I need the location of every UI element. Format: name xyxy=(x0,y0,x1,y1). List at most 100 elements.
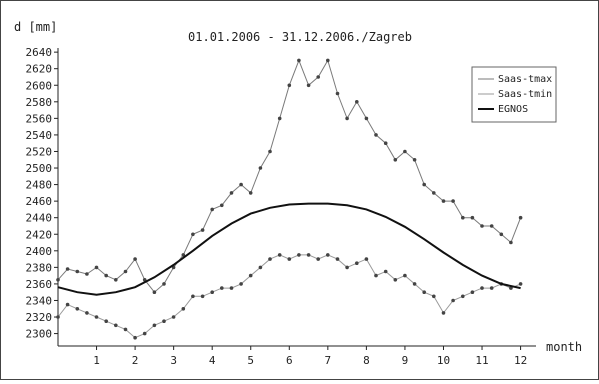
data-point-saas-tmax xyxy=(393,158,398,162)
data-point-saas-tmax xyxy=(335,91,340,96)
data-point-saas-tmin xyxy=(191,294,195,299)
x-tick-label: 11 xyxy=(475,354,488,367)
series-line-egnos xyxy=(57,202,521,296)
x-tick-label: 8 xyxy=(363,354,370,367)
data-point-saas-tmax xyxy=(191,232,195,237)
y-tick-label: 2420 xyxy=(26,228,53,241)
data-point-saas-tmin xyxy=(345,265,349,270)
y-axis-ticks: 2300 2320 2340 2360 2380 2400 2420 2440 2460 2480… xyxy=(26,46,58,341)
data-point-saas-tmax xyxy=(509,240,513,245)
x-tick-label: 5 xyxy=(247,354,254,367)
data-point-saas-tmax xyxy=(248,191,253,195)
data-point-saas-tmax xyxy=(422,182,427,187)
legend-label-egnos: EGNOS xyxy=(498,104,528,115)
data-point-saas-tmax xyxy=(403,149,407,154)
y-axis-label: d [mm] xyxy=(14,20,57,34)
series-layer xyxy=(56,58,523,340)
data-point-saas-tmax xyxy=(94,265,99,270)
chart-title: 01.01.2006 - 31.12.2006./Zagreb xyxy=(188,30,412,44)
data-point-saas-tmin xyxy=(239,282,243,286)
data-point-saas-tmin xyxy=(422,290,427,295)
data-point-saas-tmax xyxy=(104,273,108,278)
data-point-saas-tmax xyxy=(451,199,455,203)
y-tick-label: 2520 xyxy=(26,145,53,158)
data-point-saas-tmin xyxy=(489,286,494,290)
y-tick-label: 2580 xyxy=(26,96,53,109)
data-point-saas-tmin xyxy=(412,282,417,286)
data-point-saas-tmin xyxy=(258,265,263,270)
data-point-saas-tmin xyxy=(104,319,108,324)
x-tick-label: 12 xyxy=(514,354,527,367)
data-point-saas-tmin xyxy=(75,307,80,311)
y-tick-label: 2540 xyxy=(26,129,53,142)
data-point-saas-tmin xyxy=(316,257,321,261)
series-egnos xyxy=(57,202,521,296)
data-point-saas-tmax xyxy=(364,116,369,121)
data-point-saas-tmin xyxy=(451,298,455,303)
data-point-saas-tmin xyxy=(142,331,147,336)
data-point-saas-tmax xyxy=(65,267,70,271)
data-point-saas-tmin xyxy=(441,311,446,315)
y-tick-label: 2380 xyxy=(26,261,53,274)
data-point-saas-tmax xyxy=(268,149,272,154)
data-point-saas-tmax xyxy=(306,83,311,88)
data-point-saas-tmax xyxy=(489,224,494,228)
y-tick-label: 2300 xyxy=(26,328,53,341)
data-point-saas-tmin xyxy=(461,294,465,299)
data-point-saas-tmin xyxy=(393,278,398,282)
x-axis-ticks: 1 2 3 4 5 6 7 8 9 10 11 12 xyxy=(93,346,527,367)
x-tick-label: 2 xyxy=(132,354,139,367)
data-point-saas-tmax xyxy=(56,278,60,282)
data-point-saas-tmin xyxy=(335,257,340,261)
data-point-saas-tmax xyxy=(133,257,137,261)
data-point-saas-tmax xyxy=(432,191,436,195)
data-point-saas-tmax xyxy=(461,215,465,220)
y-tick-label: 2560 xyxy=(26,112,53,125)
data-point-saas-tmin xyxy=(287,257,292,261)
data-point-saas-tmin xyxy=(306,253,311,257)
data-point-saas-tmin xyxy=(229,286,234,290)
data-point-saas-tmin xyxy=(85,311,89,315)
y-tick-label: 2340 xyxy=(26,294,53,307)
y-tick-label: 2400 xyxy=(26,245,53,258)
x-axis-label: month xyxy=(546,340,582,354)
x-tick-label: 1 xyxy=(93,354,100,367)
data-point-saas-tmax xyxy=(441,199,446,203)
data-point-saas-tmin xyxy=(56,315,60,319)
data-point-saas-tmax xyxy=(258,166,263,170)
series-saas-tmax xyxy=(56,58,523,295)
data-point-saas-tmax xyxy=(297,58,301,63)
data-point-saas-tmin xyxy=(297,253,301,257)
x-tick-label: 7 xyxy=(325,354,332,367)
y-tick-label: 2600 xyxy=(26,79,53,92)
data-point-saas-tmin xyxy=(200,294,205,299)
data-point-saas-tmin xyxy=(248,273,253,278)
data-point-saas-tmin xyxy=(470,290,475,295)
data-point-saas-tmin xyxy=(114,323,118,328)
data-point-saas-tmax xyxy=(383,141,388,145)
data-point-saas-tmax xyxy=(277,116,282,121)
x-tick-label: 4 xyxy=(209,354,216,367)
data-point-saas-tmax xyxy=(85,272,89,276)
data-point-saas-tmin xyxy=(403,273,407,278)
x-tick-label: 3 xyxy=(170,354,177,367)
data-point-saas-tmin xyxy=(268,257,272,261)
data-point-saas-tmax xyxy=(326,58,330,63)
y-tick-label: 2620 xyxy=(26,63,53,76)
data-point-saas-tmin xyxy=(152,323,157,328)
x-tick-label: 6 xyxy=(286,354,293,367)
data-point-saas-tmin xyxy=(518,282,523,286)
data-point-saas-tmin xyxy=(326,253,330,257)
data-point-saas-tmax xyxy=(518,215,523,220)
data-point-saas-tmax xyxy=(114,278,118,282)
y-tick-label: 2640 xyxy=(26,46,53,59)
y-tick-label: 2360 xyxy=(26,278,53,291)
data-point-saas-tmin xyxy=(364,257,369,261)
y-tick-label: 2480 xyxy=(26,179,53,192)
y-tick-label: 2440 xyxy=(26,212,53,225)
data-point-saas-tmax xyxy=(374,133,378,137)
data-point-saas-tmax xyxy=(123,269,128,274)
data-point-saas-tmin xyxy=(123,327,128,332)
data-point-saas-tmin xyxy=(480,286,484,290)
